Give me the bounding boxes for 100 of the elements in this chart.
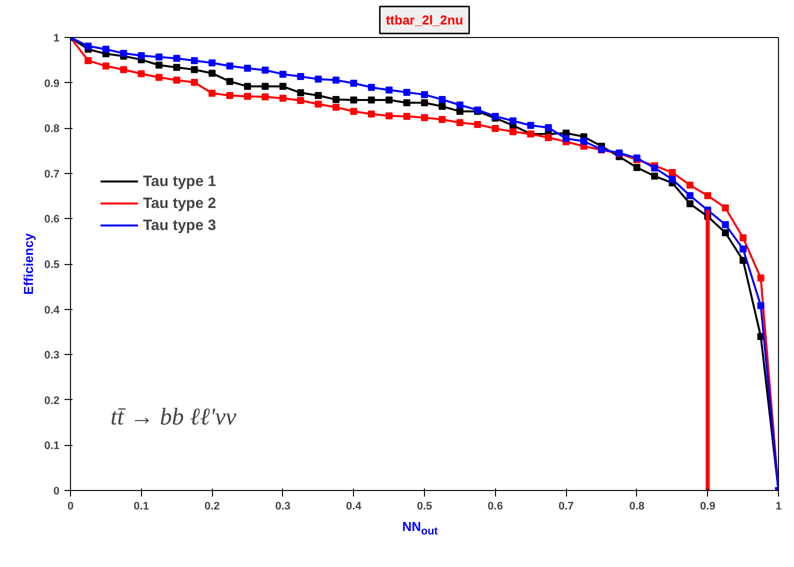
point [190, 57, 198, 64]
x-tick-label: 1 [775, 500, 782, 512]
x-tick-label: 0.5 [416, 500, 432, 512]
point [156, 62, 162, 69]
y-tick-label: 0.6 [44, 214, 60, 226]
y-tick-label: 0.5 [44, 259, 60, 271]
point [474, 120, 482, 128]
point [120, 66, 128, 74]
point [686, 200, 694, 208]
point [297, 96, 304, 104]
point [208, 59, 216, 66]
point [173, 54, 180, 62]
x-axis-title: NN$_{out}$ [402, 518, 438, 540]
point [562, 135, 570, 142]
point [226, 92, 234, 99]
point [510, 117, 516, 124]
point [386, 112, 393, 120]
y-tick-label: 1 [53, 32, 60, 44]
point [332, 76, 340, 84]
annotation: tt̄ → bb ℓℓ'νν [110, 404, 237, 430]
point [332, 96, 340, 104]
y-tick-label: 0.2 [44, 394, 60, 407]
point [102, 62, 110, 70]
point [244, 82, 251, 90]
y-axis-title: Efficiency [21, 232, 36, 295]
point [190, 78, 198, 86]
point [438, 116, 446, 123]
point [244, 92, 251, 100]
point [314, 92, 322, 99]
point [403, 112, 410, 120]
point [190, 66, 198, 74]
point [580, 138, 588, 145]
x-tick-label: 0.6 [488, 500, 503, 512]
point [740, 234, 747, 242]
point [279, 94, 286, 102]
point [722, 204, 729, 212]
point [722, 229, 729, 236]
point [138, 70, 145, 78]
point [226, 78, 234, 85]
point [262, 82, 269, 90]
x-tick-label: 0.2 [204, 500, 220, 512]
point [262, 66, 269, 74]
x-tick-label: 0.1 [134, 500, 149, 512]
point [421, 91, 428, 98]
point [757, 274, 764, 282]
point [403, 88, 410, 96]
legend-label: Tau type 3 [143, 216, 216, 234]
point [84, 57, 92, 64]
point [544, 134, 552, 142]
point [314, 100, 322, 108]
point [386, 96, 393, 104]
point [544, 124, 552, 132]
y-tick-label: 0.1 [44, 440, 60, 452]
point [368, 110, 375, 118]
point [173, 76, 180, 84]
point [510, 128, 516, 136]
point [722, 221, 729, 228]
point [704, 192, 712, 200]
point [279, 82, 286, 90]
legend-label: Tau type 2 [143, 194, 216, 212]
point [668, 176, 676, 183]
point [262, 93, 269, 100]
point [173, 64, 180, 71]
x-tick-label: 0.3 [275, 500, 291, 512]
x-tick-label: 0.8 [629, 500, 645, 512]
point [421, 99, 428, 106]
x-tick-label: 0.4 [346, 500, 362, 512]
point [156, 74, 162, 81]
point [208, 90, 216, 97]
point [686, 192, 694, 200]
point [740, 246, 747, 253]
point [208, 70, 216, 77]
point [279, 70, 286, 78]
point [350, 108, 358, 115]
point [368, 96, 375, 104]
chart-title: ttbar_2l_2nu [386, 12, 464, 28]
point [156, 53, 162, 60]
point [120, 50, 128, 57]
point [633, 164, 640, 172]
point [668, 168, 676, 176]
point [421, 114, 428, 122]
point [297, 89, 304, 96]
y-tick-label: 0.8 [44, 123, 60, 136]
point [492, 125, 499, 132]
x-tick-label: 0 [67, 500, 74, 512]
point [438, 96, 446, 104]
y-tick-label: 0.7 [44, 168, 60, 180]
point [84, 42, 92, 50]
point [368, 84, 375, 91]
point [456, 108, 464, 115]
point [332, 104, 340, 111]
x-tick-label: 0.9 [700, 500, 716, 512]
point [527, 122, 534, 129]
point [138, 52, 145, 60]
point [226, 62, 234, 70]
y-tick-label: 0.9 [44, 78, 60, 90]
point [386, 86, 393, 94]
point [651, 172, 658, 180]
y-tick-label: 0 [53, 486, 60, 498]
point [757, 302, 764, 310]
